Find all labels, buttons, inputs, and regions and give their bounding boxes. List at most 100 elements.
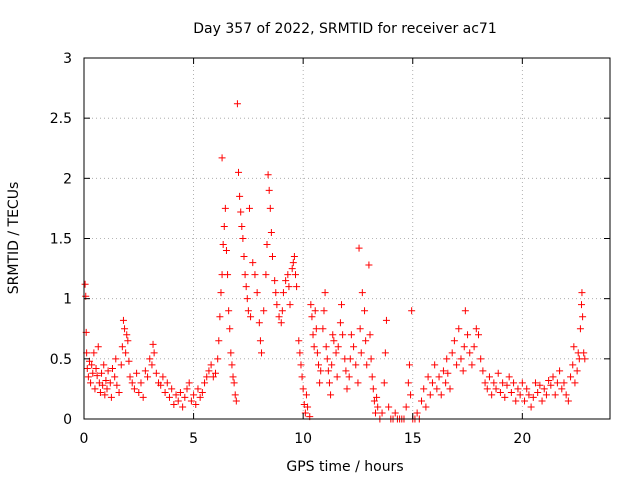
data-point bbox=[470, 343, 478, 351]
data-point bbox=[324, 367, 332, 375]
data-point bbox=[569, 361, 577, 369]
data-point bbox=[149, 340, 157, 348]
data-point bbox=[512, 397, 520, 405]
data-point bbox=[455, 325, 463, 333]
data-point bbox=[293, 283, 301, 291]
data-point bbox=[356, 325, 364, 333]
data-point bbox=[321, 289, 329, 297]
data-point bbox=[404, 379, 412, 387]
data-point bbox=[277, 319, 285, 327]
data-point bbox=[518, 379, 526, 387]
data-point bbox=[107, 393, 115, 401]
data-point bbox=[362, 337, 370, 345]
data-point bbox=[378, 409, 386, 417]
data-point bbox=[93, 372, 101, 380]
data-point bbox=[475, 331, 482, 339]
data-points bbox=[81, 100, 589, 423]
data-point bbox=[320, 307, 328, 315]
data-point bbox=[516, 391, 524, 399]
data-point bbox=[381, 349, 389, 357]
data-point bbox=[361, 307, 369, 315]
data-point bbox=[121, 325, 129, 333]
data-point bbox=[133, 369, 141, 377]
data-point bbox=[424, 373, 432, 381]
data-point bbox=[308, 313, 316, 321]
data-point bbox=[253, 289, 261, 297]
data-point bbox=[282, 277, 290, 285]
data-point bbox=[165, 393, 173, 401]
data-point bbox=[560, 379, 568, 387]
data-point bbox=[330, 337, 338, 345]
data-point bbox=[198, 389, 206, 397]
data-point bbox=[267, 228, 275, 236]
data-point bbox=[365, 261, 373, 269]
data-point bbox=[125, 357, 133, 365]
data-point bbox=[185, 379, 193, 387]
data-point bbox=[433, 385, 441, 393]
data-point bbox=[291, 271, 299, 279]
data-point bbox=[196, 393, 204, 401]
data-point bbox=[367, 355, 375, 363]
data-point bbox=[527, 403, 535, 411]
data-point bbox=[94, 343, 102, 351]
data-point bbox=[373, 393, 381, 401]
data-point bbox=[81, 280, 89, 288]
data-point bbox=[233, 100, 241, 108]
data-point bbox=[391, 409, 399, 417]
data-point bbox=[422, 403, 430, 411]
data-point bbox=[146, 355, 154, 363]
data-point bbox=[494, 369, 502, 377]
x-tick-label: 5 bbox=[189, 431, 198, 447]
data-point bbox=[457, 355, 465, 363]
data-point bbox=[265, 186, 273, 194]
data-point bbox=[272, 289, 280, 297]
data-point bbox=[382, 316, 390, 324]
data-point bbox=[91, 385, 99, 393]
data-point bbox=[212, 369, 219, 377]
data-point bbox=[258, 349, 266, 357]
data-point bbox=[207, 361, 215, 369]
data-point bbox=[124, 337, 132, 345]
data-point bbox=[347, 331, 355, 339]
data-point bbox=[215, 337, 223, 345]
y-tick-label: 2.5 bbox=[50, 111, 72, 127]
data-point bbox=[573, 367, 581, 375]
data-point bbox=[299, 385, 307, 393]
data-point bbox=[201, 379, 209, 387]
data-point bbox=[157, 381, 165, 389]
data-point bbox=[104, 367, 112, 375]
data-point bbox=[289, 259, 297, 267]
data-point bbox=[192, 401, 200, 409]
data-point bbox=[562, 391, 570, 399]
data-point bbox=[505, 373, 513, 381]
data-point bbox=[571, 379, 579, 387]
data-point bbox=[139, 393, 147, 401]
data-point bbox=[239, 235, 247, 242]
data-point bbox=[137, 379, 145, 387]
data-point bbox=[448, 349, 456, 357]
data-point bbox=[181, 393, 189, 401]
x-tick-label: 15 bbox=[404, 431, 422, 447]
data-point bbox=[334, 343, 342, 351]
data-point bbox=[224, 271, 232, 279]
data-point bbox=[310, 343, 318, 351]
data-point bbox=[221, 204, 229, 212]
data-point bbox=[218, 154, 226, 162]
data-point bbox=[108, 364, 116, 372]
data-point bbox=[290, 253, 298, 261]
x-tick-label: 10 bbox=[294, 431, 312, 447]
data-point bbox=[370, 397, 378, 405]
data-point bbox=[243, 295, 251, 303]
data-point bbox=[313, 349, 321, 357]
chart-title: Day 357 of 2022, SRMTID for receiver ac7… bbox=[193, 21, 497, 37]
data-point bbox=[507, 389, 515, 397]
data-point bbox=[96, 389, 104, 397]
data-point bbox=[187, 397, 195, 405]
data-point bbox=[226, 325, 234, 333]
data-point bbox=[472, 325, 480, 333]
data-point bbox=[249, 259, 257, 267]
data-point bbox=[209, 373, 217, 381]
data-point bbox=[84, 373, 92, 381]
data-point bbox=[135, 389, 143, 397]
data-point bbox=[122, 349, 130, 357]
